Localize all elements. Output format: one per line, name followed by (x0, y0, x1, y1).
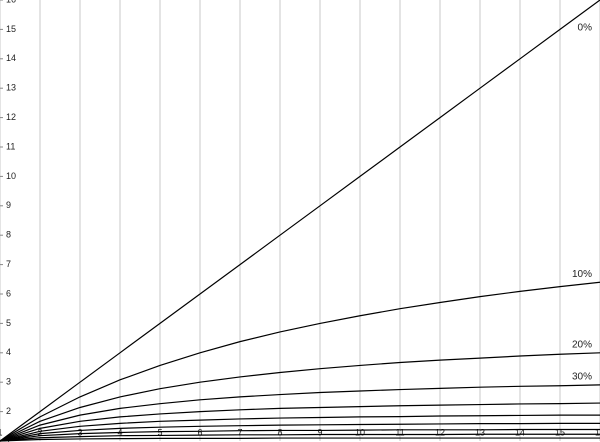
x-tick-label: 6 (197, 427, 202, 437)
series-label: 30% (572, 371, 592, 382)
x-tick-label: 12 (435, 427, 445, 437)
series-line (0, 428, 600, 442)
x-tick-label: 16 (595, 427, 600, 437)
series-line (0, 422, 600, 442)
y-tick-label: 5 (6, 318, 11, 328)
y-tick-label: 8 (6, 230, 11, 240)
y-tick-label: 11 (6, 141, 15, 151)
x-tick-label: 11 (395, 427, 404, 437)
series-line (0, 437, 600, 442)
y-tick-label: 3 (6, 377, 11, 387)
series-line (0, 384, 600, 442)
y-tick-label: 4 (6, 347, 11, 357)
y-tick-label: 2 (6, 406, 11, 416)
x-tick-label: 3 (77, 427, 82, 437)
series-line (0, 414, 600, 442)
x-tick-label: 9 (317, 427, 322, 437)
x-tick-label: 7 (237, 427, 242, 437)
series-label: 0% (578, 23, 593, 34)
y-tick-label: 12 (6, 112, 16, 122)
x-tick-label: 15 (555, 427, 565, 437)
y-tick-label: 13 (6, 83, 16, 93)
x-tick-label: 13 (475, 427, 485, 437)
x-tick-label: 14 (515, 427, 525, 437)
y-tick-label: 14 (6, 53, 16, 63)
series-line (0, 352, 600, 442)
y-tick-label: 15 (6, 24, 16, 34)
y-tick-label: 7 (6, 259, 11, 269)
x-tick-label: 1 (0, 427, 3, 437)
x-tick-label: 2 (37, 427, 42, 437)
y-tick-label: 10 (6, 171, 16, 181)
x-tick-label: 5 (157, 427, 162, 437)
series-label: 20% (572, 339, 592, 350)
y-tick-label: 16 (6, 0, 16, 4)
series-line (0, 402, 600, 442)
x-tick-label: 10 (355, 427, 365, 437)
series-line (0, 281, 600, 442)
y-tick-label: 9 (6, 200, 11, 210)
x-tick-label: 8 (277, 427, 282, 437)
series-label: 10% (572, 269, 592, 280)
series-line (0, 433, 600, 442)
y-tick-label: 6 (6, 288, 11, 298)
